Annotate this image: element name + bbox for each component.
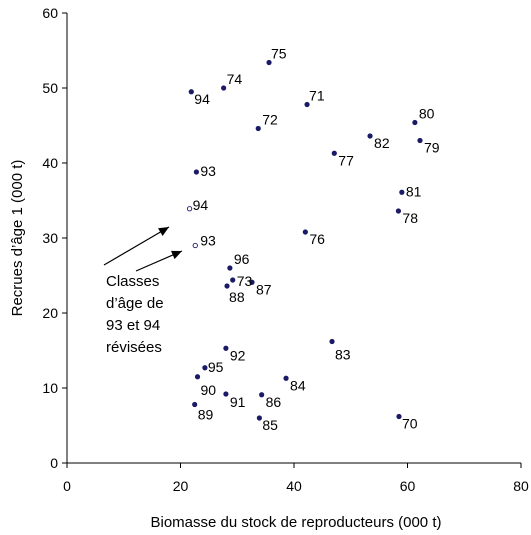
- point-label: 96: [234, 251, 250, 267]
- annotation-text: d’âge de: [106, 295, 164, 312]
- axes: [62, 12, 522, 468]
- point-label: 85: [262, 417, 278, 433]
- data-point: [302, 229, 308, 235]
- data-point-revised: [192, 242, 198, 249]
- point-label: 73: [237, 273, 253, 289]
- data-point: [256, 415, 262, 421]
- annotation: Classes d’âge de 93 et 94 révisées: [103, 226, 183, 356]
- point-label: 88: [229, 289, 245, 305]
- point-label: 91: [230, 394, 246, 410]
- data-point: [255, 125, 261, 132]
- data-point: [412, 119, 418, 126]
- x-axis-title: Biomasse du stock de reproducteurs (000 …: [151, 514, 442, 531]
- point-label: 72: [262, 112, 278, 128]
- point-label: 70: [402, 416, 418, 432]
- annotation-arrowhead: [171, 250, 182, 260]
- data-point: [223, 391, 229, 397]
- data-point: [304, 101, 310, 108]
- point-label: 87: [256, 281, 272, 297]
- x-tick-label: 0: [63, 478, 71, 494]
- data-point: [396, 413, 402, 420]
- point-label: 75: [271, 46, 287, 62]
- data-point: [259, 392, 265, 398]
- data-point: [202, 365, 208, 371]
- data-point: [331, 150, 337, 156]
- point-label: 81: [406, 183, 422, 199]
- data-point: [417, 137, 423, 144]
- point-label: 89: [198, 407, 214, 423]
- point-label: 93: [200, 163, 216, 179]
- point-label: 82: [374, 135, 390, 151]
- point-label: 83: [335, 347, 351, 363]
- point-label: 94: [194, 91, 210, 107]
- y-tick-label: 40: [42, 155, 58, 171]
- point-label: 95: [208, 359, 224, 375]
- annotation-text: révisées: [106, 339, 162, 356]
- data-point: [223, 345, 229, 351]
- y-tick-label: 30: [42, 230, 58, 246]
- annotation-text: Classes: [106, 273, 159, 290]
- point-label: 90: [201, 382, 217, 398]
- x-tick-label: 80: [513, 478, 529, 494]
- data-point: [194, 374, 201, 380]
- x-tick-label: 40: [286, 478, 302, 494]
- data-points: [186, 59, 423, 421]
- data-point: [188, 89, 194, 95]
- data-point: [329, 338, 335, 345]
- point-label: 76: [309, 231, 325, 247]
- point-label: 93: [200, 233, 216, 249]
- data-point: [367, 133, 373, 139]
- data-point: [193, 169, 199, 175]
- data-point: [227, 265, 233, 271]
- y-tick-label: 10: [42, 380, 58, 396]
- y-tick-label: 0: [50, 455, 58, 471]
- annotation-arrow: [103, 226, 170, 266]
- annotation-arrowhead: [158, 227, 169, 236]
- x-tick-label: 20: [173, 478, 189, 494]
- x-tick-label: 60: [400, 478, 416, 494]
- point-label: 92: [230, 347, 246, 363]
- point-labels: 70 71 72 73 74 75 76 77 78 79 80 81 82 83 84 85 86 87 88 89…: [193, 46, 440, 434]
- y-tick-label: 20: [42, 305, 58, 321]
- data-point-revised: [186, 206, 193, 212]
- point-label: 79: [424, 140, 440, 156]
- point-label: 94: [193, 197, 209, 213]
- point-label: 84: [290, 377, 306, 393]
- y-tick-label: 60: [42, 5, 58, 21]
- annotation-text: 93 et 94: [106, 317, 160, 334]
- point-label: 78: [402, 210, 418, 226]
- y-tick-label: 50: [42, 80, 58, 96]
- data-point: [249, 279, 255, 285]
- data-point: [224, 283, 230, 289]
- data-point: [192, 401, 198, 408]
- point-label: 80: [419, 106, 435, 122]
- data-point: [395, 208, 402, 214]
- data-point: [221, 85, 227, 91]
- data-point: [266, 59, 272, 66]
- tick-labels: 0 10 20 30 40 50 60 0 20 40 60 80: [42, 5, 529, 494]
- data-point: [230, 277, 236, 283]
- y-axis-title: Recrues d’âge 1 (000 t): [9, 160, 26, 317]
- point-label: 77: [338, 152, 354, 168]
- point-label: 86: [266, 394, 282, 410]
- data-point: [399, 189, 405, 195]
- data-point: [283, 375, 289, 381]
- point-label: 71: [309, 88, 325, 104]
- point-label: 74: [227, 71, 243, 87]
